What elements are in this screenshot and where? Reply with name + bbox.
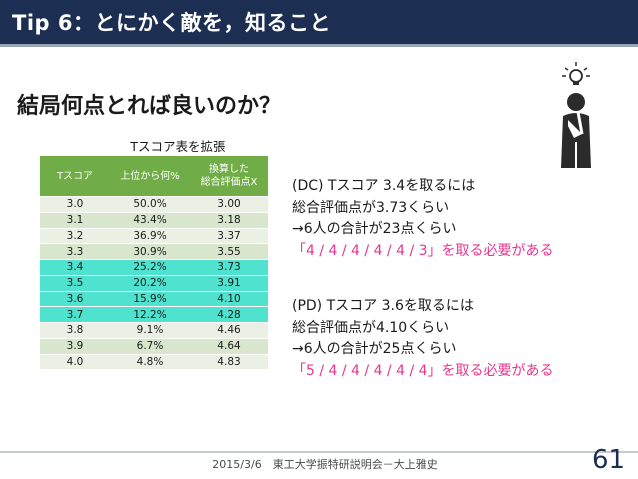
slide-heading: 結局何点とれば良いのか？ xyxy=(17,94,282,119)
cell-percentile: 50.0% xyxy=(110,196,190,213)
table-caption: Tスコア表を拡張 xyxy=(130,139,226,154)
header-converted-score: 換算した 総合評価点X xyxy=(190,156,268,197)
cell-percentile: 15.9% xyxy=(110,290,190,307)
cell-t-score: 3.2 xyxy=(40,227,110,244)
dc-note-line1: (DC) Tスコア 3.4を取るには xyxy=(292,178,476,194)
header-t-score: Tスコア xyxy=(40,156,110,197)
table-row: 3.9 6.7% 4.64 xyxy=(40,337,268,354)
cell-percentile: 4.8% xyxy=(110,353,190,370)
cell-t-score: 4.0 xyxy=(40,353,110,370)
header-converted-line2: 総合評価点X xyxy=(200,177,258,188)
dc-note: (DC) Tスコア 3.4を取るには 総合評価点が3.73くらい →6人の合計が… xyxy=(292,176,554,262)
table-row-highlighted: 3.4 25.2% 3.73 xyxy=(40,259,268,276)
cell-score: 4.10 xyxy=(190,290,268,307)
header-percentile: 上位から何% xyxy=(110,156,190,197)
cell-score: 3.37 xyxy=(190,227,268,244)
thinking-person-graphic xyxy=(561,62,591,168)
cell-t-score: 3.9 xyxy=(40,337,110,354)
t-score-table: Tスコア 上位から何% 換算した 総合評価点X 3.0 50.0% 3.00 3… xyxy=(40,156,268,370)
cell-score: 4.64 xyxy=(190,337,268,354)
cell-percentile: 43.4% xyxy=(110,211,190,228)
dc-note-conclusion: 「4 / 4 / 4 / 4 / 4 / 3」を取る必要がある xyxy=(292,242,554,259)
cell-score: 4.83 xyxy=(190,353,268,370)
cell-percentile: 6.7% xyxy=(110,337,190,354)
table-row-highlighted: 3.6 15.9% 4.10 xyxy=(40,290,268,307)
lightbulb-icon xyxy=(562,62,590,85)
cell-t-score: 3.5 xyxy=(40,274,110,291)
cell-score: 3.73 xyxy=(190,259,268,276)
cell-t-score: 3.4 xyxy=(40,259,110,276)
slide-footer: 2015/3/6 東工大学振特研説明会－大上雅史 xyxy=(212,458,438,471)
cell-t-score: 3.0 xyxy=(40,196,110,213)
table-row: 3.8 9.1% 4.46 xyxy=(40,322,268,339)
thinking-person-icon xyxy=(538,60,618,174)
pd-note-line1: (PD) Tスコア 3.6を取るには xyxy=(292,298,474,314)
cell-score: 4.28 xyxy=(190,306,268,323)
cell-percentile: 25.2% xyxy=(110,259,190,276)
cell-percentile: 9.1% xyxy=(110,322,190,339)
cell-percentile: 20.2% xyxy=(110,274,190,291)
title-divider xyxy=(0,44,638,47)
cell-t-score: 3.6 xyxy=(40,290,110,307)
table-row: 3.0 50.0% 3.00 xyxy=(40,196,268,213)
cell-t-score: 3.1 xyxy=(40,211,110,228)
dc-note-line3: →6人の合計が23点くらい xyxy=(292,221,457,237)
header-converted-line1: 換算した xyxy=(209,164,249,175)
cell-score: 3.91 xyxy=(190,274,268,291)
page-number: 61 xyxy=(592,445,626,475)
cell-percentile: 12.2% xyxy=(110,306,190,323)
table-row: 4.0 4.8% 4.83 xyxy=(40,353,268,370)
slide-title: Tip 6：とにかく敵を，知ること xyxy=(12,11,331,35)
title-bar: Tip 6：とにかく敵を，知ること xyxy=(0,0,638,44)
cell-score: 3.00 xyxy=(190,196,268,213)
table-row: 3.2 36.9% 3.37 xyxy=(40,227,268,244)
table-header-row: Tスコア 上位から何% 換算した 総合評価点X xyxy=(40,156,268,197)
table-row-highlighted: 3.5 20.2% 3.91 xyxy=(40,274,268,291)
dc-note-line2: 総合評価点が3.73くらい xyxy=(292,199,450,216)
pd-note-line2: 総合評価点が4.10くらい xyxy=(292,319,450,336)
table-row: 3.1 43.4% 3.18 xyxy=(40,211,268,228)
pd-note-line3: →6人の合計が25点くらい xyxy=(292,341,457,357)
table-row: 3.3 30.9% 3.55 xyxy=(40,243,268,260)
footer-divider xyxy=(0,451,638,453)
cell-t-score: 3.8 xyxy=(40,322,110,339)
table-row-highlighted: 3.7 12.2% 4.28 xyxy=(40,306,268,323)
cell-t-score: 3.3 xyxy=(40,243,110,260)
cell-percentile: 36.9% xyxy=(110,227,190,244)
cell-score: 4.46 xyxy=(190,322,268,339)
cell-t-score: 3.7 xyxy=(40,306,110,323)
pd-note: (PD) Tスコア 3.6を取るには 総合評価点が4.10くらい →6人の合計が… xyxy=(292,296,554,382)
cell-percentile: 30.9% xyxy=(110,243,190,260)
cell-score: 3.18 xyxy=(190,211,268,228)
cell-score: 3.55 xyxy=(190,243,268,260)
pd-note-conclusion: 「5 / 4 / 4 / 4 / 4 / 4」を取る必要がある xyxy=(292,362,554,379)
